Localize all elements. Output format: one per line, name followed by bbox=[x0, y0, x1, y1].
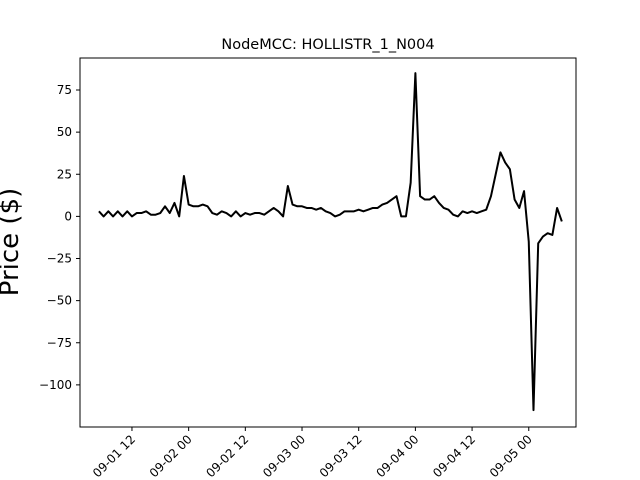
chart-title: NodeMCC: HOLLISTR_1_N004 bbox=[221, 37, 434, 53]
y-tick-label: −100 bbox=[39, 378, 72, 392]
y-axis-label: Price ($) bbox=[0, 188, 25, 297]
y-tick-label: −50 bbox=[47, 294, 72, 308]
y-axis: 75 50 25 0 −25 −50 −75 −100 bbox=[39, 83, 80, 392]
y-tick-label: −75 bbox=[47, 336, 72, 350]
plot-area-frame bbox=[79, 57, 577, 428]
y-tick-label: 0 bbox=[64, 209, 72, 223]
y-tick-label: 75 bbox=[57, 83, 72, 97]
y-tick-label: 50 bbox=[57, 125, 72, 139]
y-tick-label: 25 bbox=[57, 167, 72, 181]
y-tick-label: −25 bbox=[47, 252, 72, 266]
price-series-line bbox=[98, 72, 563, 412]
